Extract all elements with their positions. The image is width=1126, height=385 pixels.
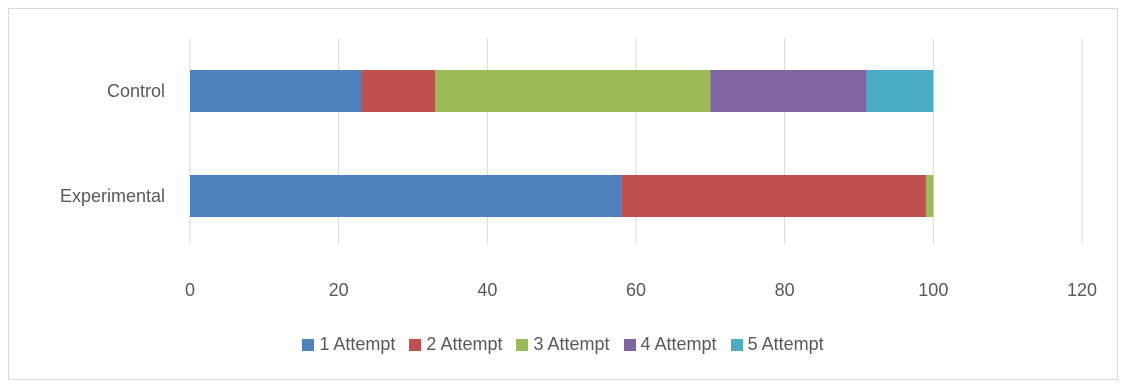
- bar-control-5: [866, 70, 934, 112]
- bar-experimental-3: [925, 175, 934, 217]
- x-tick-label: 40: [477, 280, 497, 300]
- x-tick-label: 60: [626, 280, 646, 300]
- chart-legend: 1 Attempt 2 Attempt 3 Attempt 4 Attempt 5 At…: [0, 334, 1126, 355]
- legend-label: 4 Attempt: [640, 334, 717, 354]
- legend-swatch: [516, 338, 529, 351]
- y-tick-label: Control: [107, 81, 165, 101]
- legend-label: 3 Attempt: [533, 334, 610, 354]
- legend-label: 1 Attempt: [319, 334, 396, 354]
- bar-control-2: [360, 70, 436, 112]
- bar-experimental-2: [621, 175, 926, 217]
- y-tick-label: Experimental: [60, 186, 165, 206]
- bar-control-4: [710, 70, 867, 112]
- legend-swatch: [409, 338, 422, 351]
- x-tick-label: 0: [185, 280, 195, 300]
- legend-swatch: [623, 338, 636, 351]
- x-tick-label: 80: [775, 280, 795, 300]
- legend-item-3: 3 Attempt: [516, 334, 610, 355]
- x-tick-label: 20: [329, 280, 349, 300]
- x-tick-label: 120: [1067, 280, 1097, 300]
- legend-item-1: 1 Attempt: [302, 334, 395, 355]
- legend-item-5: 5 Attempt: [730, 334, 824, 355]
- legend-item-2: 2 Attempt: [409, 334, 502, 355]
- legend-item-4: 4 Attempt: [623, 334, 717, 355]
- legend-swatch: [302, 338, 315, 351]
- bar-control-3: [435, 70, 711, 112]
- legend-swatch: [730, 338, 743, 351]
- legend-label: 5 Attempt: [747, 334, 824, 354]
- x-tick-label: 100: [918, 280, 948, 300]
- bar-experimental-1: [190, 175, 622, 217]
- legend-label: 2 Attempt: [426, 334, 503, 354]
- bar-control-1: [190, 70, 361, 112]
